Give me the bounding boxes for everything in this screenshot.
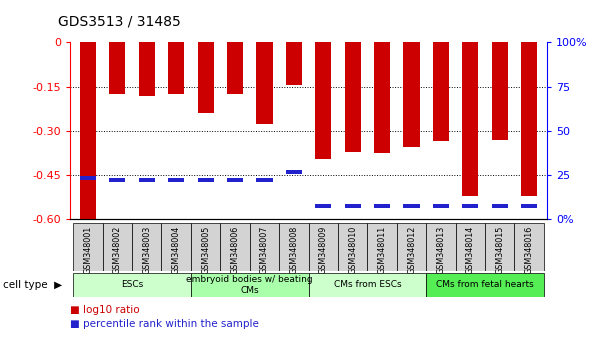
Bar [345, 42, 360, 152]
FancyBboxPatch shape [250, 223, 279, 271]
Bar [315, 204, 331, 208]
Text: GDS3513 / 31485: GDS3513 / 31485 [58, 14, 181, 28]
Bar [109, 178, 125, 182]
FancyBboxPatch shape [485, 223, 514, 271]
FancyBboxPatch shape [73, 273, 191, 297]
Text: GSM348014: GSM348014 [466, 225, 475, 274]
FancyBboxPatch shape [426, 223, 456, 271]
Bar [197, 42, 214, 113]
Bar [463, 42, 478, 196]
Bar [197, 178, 214, 182]
Text: GSM348003: GSM348003 [142, 225, 152, 274]
Text: ESCs: ESCs [121, 280, 143, 290]
Bar [139, 42, 155, 96]
FancyBboxPatch shape [191, 223, 221, 271]
Text: ■ percentile rank within the sample: ■ percentile rank within the sample [70, 319, 259, 329]
Text: cell type  ▶: cell type ▶ [3, 280, 62, 290]
Bar [80, 176, 96, 180]
Bar [374, 42, 390, 153]
Bar [257, 42, 273, 124]
Bar [227, 178, 243, 182]
FancyBboxPatch shape [279, 223, 309, 271]
Bar [227, 42, 243, 94]
Text: CMs from ESCs: CMs from ESCs [334, 280, 401, 290]
FancyBboxPatch shape [309, 273, 426, 297]
Text: GSM348001: GSM348001 [84, 225, 92, 274]
Text: GSM348012: GSM348012 [407, 225, 416, 274]
FancyBboxPatch shape [73, 223, 103, 271]
FancyBboxPatch shape [456, 223, 485, 271]
FancyBboxPatch shape [132, 223, 161, 271]
Text: GSM348015: GSM348015 [496, 225, 504, 274]
FancyBboxPatch shape [514, 223, 544, 271]
Text: ■ log10 ratio: ■ log10 ratio [70, 305, 140, 315]
Bar [168, 42, 185, 94]
Text: GSM348009: GSM348009 [319, 225, 327, 274]
Text: GSM348010: GSM348010 [348, 225, 357, 274]
Bar [433, 42, 449, 141]
Bar [109, 42, 125, 94]
Text: GSM348002: GSM348002 [113, 225, 122, 274]
FancyBboxPatch shape [367, 223, 397, 271]
Bar [139, 178, 155, 182]
Bar [521, 204, 537, 208]
Bar [168, 178, 185, 182]
FancyBboxPatch shape [338, 223, 367, 271]
Text: GSM348011: GSM348011 [378, 225, 387, 274]
Text: GSM348007: GSM348007 [260, 225, 269, 274]
FancyBboxPatch shape [103, 223, 132, 271]
FancyBboxPatch shape [426, 273, 544, 297]
Bar [403, 42, 420, 147]
Text: embryoid bodies w/ beating
CMs: embryoid bodies w/ beating CMs [186, 275, 313, 295]
Bar [80, 42, 96, 219]
Bar [345, 204, 360, 208]
FancyBboxPatch shape [309, 223, 338, 271]
Text: GSM348008: GSM348008 [290, 225, 298, 274]
Bar [257, 178, 273, 182]
Text: GSM348005: GSM348005 [201, 225, 210, 274]
Bar [492, 204, 508, 208]
Text: GSM348016: GSM348016 [525, 225, 533, 274]
Bar [492, 42, 508, 140]
Bar [521, 42, 537, 196]
Bar [374, 204, 390, 208]
FancyBboxPatch shape [221, 223, 250, 271]
Bar [433, 204, 449, 208]
Text: GSM348013: GSM348013 [436, 225, 445, 274]
Text: GSM348006: GSM348006 [230, 225, 240, 274]
FancyBboxPatch shape [191, 273, 309, 297]
Bar [286, 42, 302, 85]
Text: CMs from fetal hearts: CMs from fetal hearts [436, 280, 534, 290]
FancyBboxPatch shape [397, 223, 426, 271]
Bar [403, 204, 420, 208]
FancyBboxPatch shape [161, 223, 191, 271]
Text: GSM348004: GSM348004 [172, 225, 181, 274]
Bar [315, 42, 331, 159]
Bar [286, 170, 302, 175]
Bar [463, 204, 478, 208]
